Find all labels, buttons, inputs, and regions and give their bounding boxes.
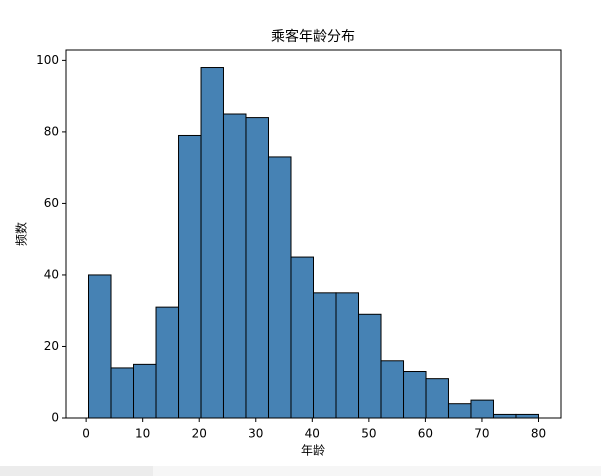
bar [290,256,315,419]
bar [313,292,337,419]
bar [335,292,360,419]
x-tick-label: 20 [192,427,207,441]
bar [245,117,269,419]
bar [200,67,224,419]
bar [470,399,494,419]
bar [133,363,157,419]
y-tick-label: 0 [51,411,59,425]
bar [88,274,112,419]
x-tick-label: 80 [531,427,546,441]
x-tick-label: 10 [135,427,150,441]
x-tick-label: 50 [361,427,376,441]
y-tick-label: 60 [44,196,59,210]
bar [425,378,449,419]
plot-frame [65,49,562,419]
y-axis-label: 频数 [14,222,29,246]
bar [447,403,472,419]
x-tick-label: 0 [82,427,90,441]
bar [403,371,427,419]
bar [358,313,382,419]
x-axis-label: 年龄 [301,444,325,458]
x-tick-label: 40 [305,427,320,441]
footer-strip [153,466,601,476]
bar [492,413,517,419]
bar [110,367,135,419]
y-tick-label: 100 [36,53,59,67]
y-tick-label: 40 [44,267,59,281]
y-tick-label: 80 [44,124,59,138]
y-tick-label: 20 [44,339,59,353]
bar [222,113,247,419]
x-tick-label: 60 [418,427,433,441]
bar [380,360,405,419]
bar [178,134,202,419]
bar [515,413,539,419]
bar [155,306,180,419]
bar [267,156,292,419]
chart-title: 乘客年龄分布 [271,28,355,45]
x-tick-label: 70 [474,427,489,441]
x-tick-label: 30 [248,427,263,441]
